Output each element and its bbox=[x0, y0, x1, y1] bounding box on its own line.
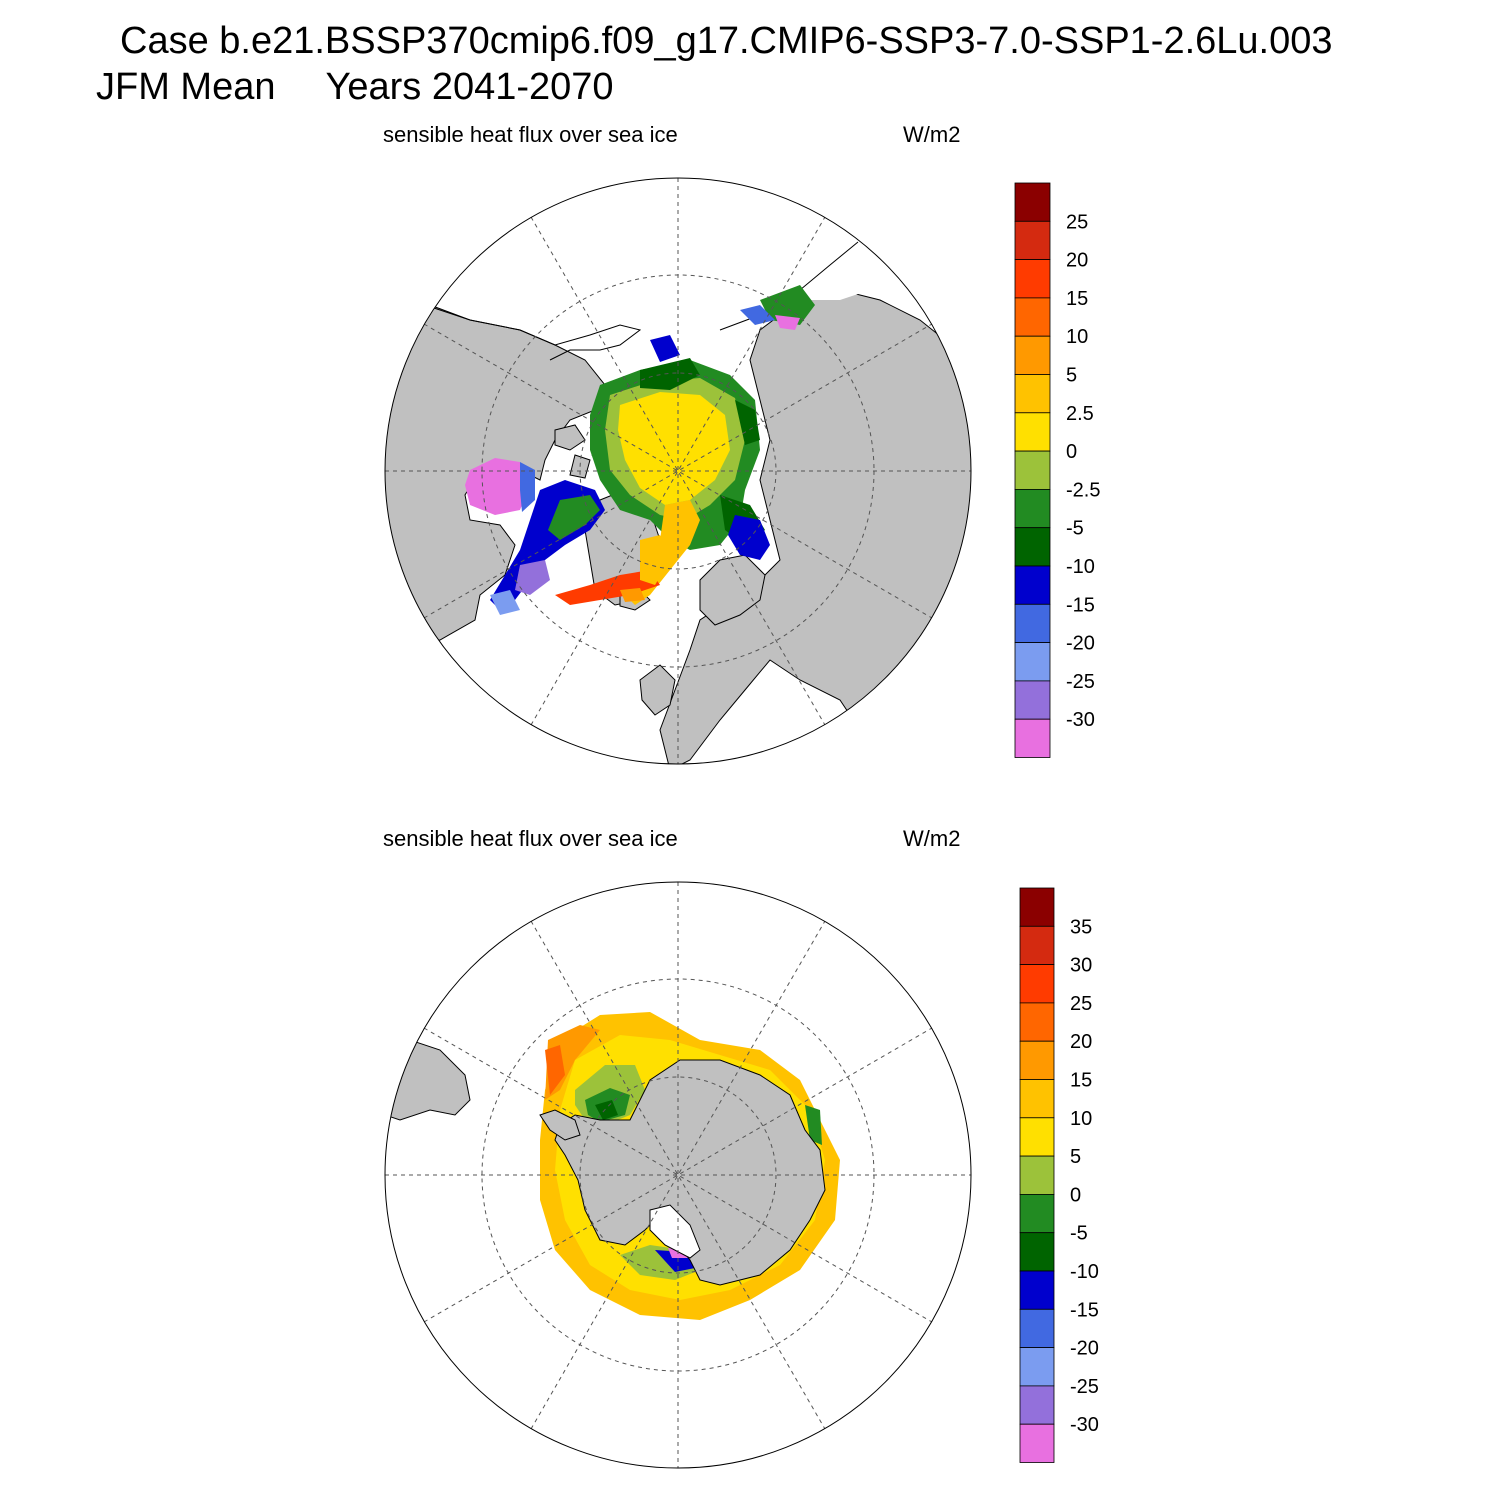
colorbar-south-tick-label: -20 bbox=[1070, 1338, 1099, 1360]
colorbar-south-swatch-14 bbox=[1019, 1423, 1055, 1463]
colorbar-south-tick-label: 25 bbox=[1070, 993, 1092, 1015]
colorbar-south-tick-label: 30 bbox=[1070, 955, 1092, 977]
colorbar-south-swatch-3 bbox=[1019, 1002, 1055, 1042]
colorbar-south-tick-label: 20 bbox=[1070, 1031, 1092, 1053]
colorbar-north-tick-label: -2.5 bbox=[1066, 479, 1100, 501]
colorbar-north-swatch-3 bbox=[1014, 297, 1051, 337]
colorbar-north-tick-label: 20 bbox=[1066, 250, 1088, 272]
panel-north-units-label: W/m2 bbox=[903, 122, 961, 147]
colorbar-north-tick-label: -30 bbox=[1066, 709, 1095, 731]
colorbar-south-tick-label: -15 bbox=[1070, 1299, 1099, 1321]
flux-region-arctic-core bbox=[618, 392, 730, 505]
colorbar-south-swatch-12 bbox=[1019, 1347, 1055, 1387]
panel-south-units-label: W/m2 bbox=[903, 826, 961, 851]
flux-region-hudson-bay bbox=[465, 458, 530, 515]
north-flux-field bbox=[465, 285, 815, 615]
north-graticule bbox=[385, 178, 971, 764]
flux-region-labrador-positive bbox=[555, 570, 660, 605]
north-polar-map bbox=[384, 177, 972, 765]
colorbar-north-swatch-6 bbox=[1014, 412, 1051, 452]
colorbar-south-swatch-0 bbox=[1019, 887, 1055, 927]
colorbar-south-swatch-2 bbox=[1019, 964, 1055, 1004]
colorbar-south-tick-label: 5 bbox=[1070, 1146, 1081, 1168]
years-label: Years 2041-2070 bbox=[325, 66, 614, 108]
colorbar-north-tick-label: -20 bbox=[1066, 633, 1095, 655]
colorbar-north-swatch-4 bbox=[1014, 335, 1051, 375]
colorbar-south-swatch-11 bbox=[1019, 1308, 1055, 1349]
colorbar-north-tick-label: 15 bbox=[1066, 288, 1088, 310]
colorbar-north-swatch-5 bbox=[1014, 374, 1051, 414]
colorbar-north-tick-label: -25 bbox=[1066, 671, 1095, 693]
season-label: JFM Mean bbox=[96, 66, 276, 108]
colorbar-south-swatch-7 bbox=[1019, 1155, 1055, 1195]
colorbar-north-swatch-0 bbox=[1014, 182, 1051, 222]
panel-north-variable-label: sensible heat flux over sea ice bbox=[383, 122, 678, 147]
colorbar-south-tick-label: -25 bbox=[1070, 1376, 1099, 1398]
colorbar-north-tick-label: 2.5 bbox=[1066, 403, 1094, 425]
colorbar-south-tick-label: 10 bbox=[1070, 1108, 1092, 1130]
colorbar-south-tick-label: 0 bbox=[1070, 1184, 1081, 1206]
colorbar-south: 35 30 25 20 15 10 5 0 -5 -10 -15 -20 -25 -30 bbox=[1019, 887, 1099, 1463]
colorbar-south-swatch-1 bbox=[1019, 925, 1055, 965]
colorbar-south-tick-label: 15 bbox=[1070, 1070, 1092, 1092]
colorbar-south-tick-label: -5 bbox=[1070, 1223, 1088, 1245]
colorbar-north-swatch-10 bbox=[1014, 565, 1051, 605]
colorbar-north-swatch-2 bbox=[1014, 259, 1051, 299]
colorbar-south-swatch-6 bbox=[1019, 1117, 1055, 1157]
colorbar-north-swatch-7 bbox=[1014, 450, 1051, 490]
colorbar-south-swatch-4 bbox=[1019, 1040, 1055, 1080]
colorbar-north: 25 20 15 10 5 2.5 0 -2.5 -5 -10 -15 -20 -25 -30 bbox=[1014, 182, 1100, 758]
colorbar-south-tick-label: -30 bbox=[1070, 1414, 1099, 1436]
colorbar-north-tick-label: -15 bbox=[1066, 594, 1095, 616]
colorbar-south-swatch-13 bbox=[1019, 1385, 1055, 1425]
colorbar-south-swatch-10 bbox=[1019, 1270, 1055, 1310]
colorbar-north-tick-label: -5 bbox=[1066, 518, 1084, 540]
colorbar-north-swatch-14 bbox=[1014, 718, 1051, 758]
colorbar-south-tick-label: -10 bbox=[1070, 1261, 1099, 1283]
panel-south-variable-label: sensible heat flux over sea ice bbox=[383, 826, 678, 851]
colorbar-north-tick-label: 5 bbox=[1066, 365, 1077, 387]
colorbar-south-swatch-8 bbox=[1019, 1194, 1055, 1234]
colorbar-north-swatch-13 bbox=[1014, 680, 1051, 720]
colorbar-north-tick-label: 10 bbox=[1066, 326, 1088, 348]
figure-title-case: Case b.e21.BSSP370cmip6.f09_g17.CMIP6-SS… bbox=[120, 20, 1333, 62]
colorbar-north-swatch-12 bbox=[1014, 642, 1051, 682]
colorbar-north-tick-label: 25 bbox=[1066, 211, 1088, 233]
colorbar-north-swatch-11 bbox=[1014, 603, 1051, 643]
colorbar-south-tick-label: 35 bbox=[1070, 916, 1092, 938]
colorbar-south-swatch-9 bbox=[1019, 1232, 1055, 1272]
south-polar-map bbox=[384, 881, 972, 1469]
colorbar-north-swatch-8 bbox=[1014, 488, 1051, 529]
colorbar-north-swatch-1 bbox=[1014, 220, 1051, 261]
south-graticule bbox=[385, 882, 971, 1468]
colorbar-north-swatch-9 bbox=[1014, 527, 1051, 567]
colorbar-north-tick-label: 0 bbox=[1066, 441, 1077, 463]
figure-title-period: JFM Mean Years 2041-2070 bbox=[96, 66, 614, 109]
colorbar-north-tick-label: -10 bbox=[1066, 556, 1095, 578]
colorbar-south-swatch-5 bbox=[1019, 1079, 1055, 1119]
